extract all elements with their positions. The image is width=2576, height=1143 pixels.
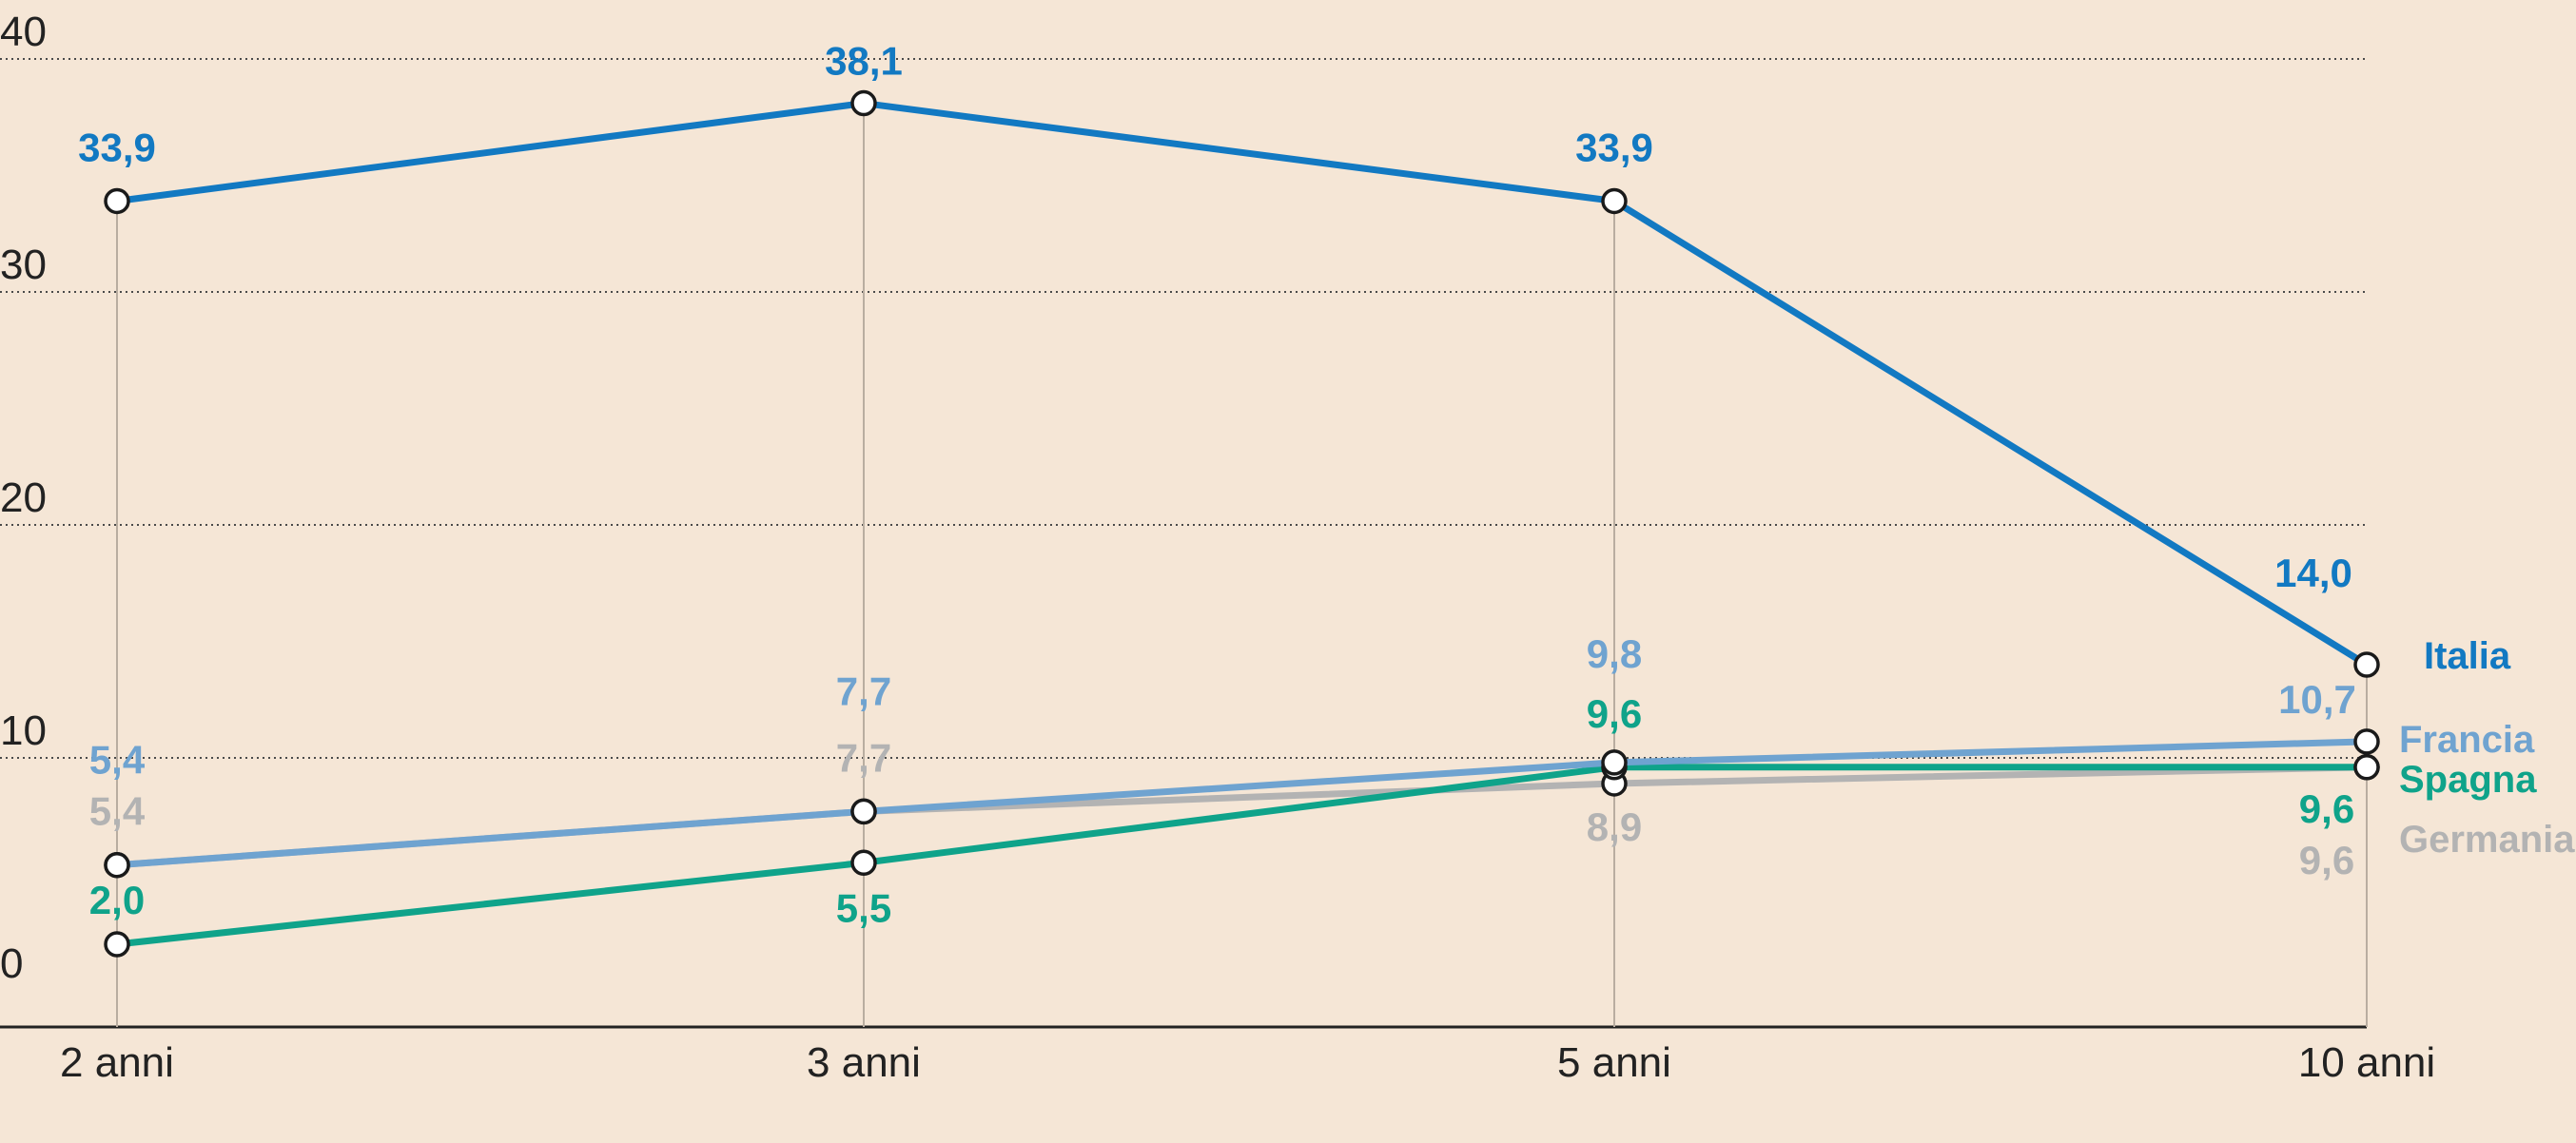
series-name-francia: Francia	[2399, 719, 2535, 761]
data-label-francia-2-anni: 5,4	[89, 738, 146, 783]
y-tick-label-30: 30	[0, 242, 47, 288]
marker-spagna-2-anni	[104, 931, 130, 958]
y-tick-label-40: 40	[0, 9, 47, 55]
marker-spagna-3-anni	[850, 849, 877, 876]
data-label-italia-10-anni: 14,0	[2274, 551, 2352, 595]
data-label-italia-5-anni: 33,9	[1575, 125, 1653, 169]
series-line-francia	[113, 738, 2371, 869]
marker-francia-5-anni	[1601, 749, 1628, 776]
data-label-spagna-10-anni: 9,6	[2299, 786, 2354, 831]
series-line-italia	[113, 100, 2371, 668]
data-label-francia-10-anni: 10,7	[2278, 677, 2356, 722]
series-name-germania: Germania	[2399, 819, 2575, 861]
y-tick-label-10: 10	[0, 707, 47, 754]
y-tick-label-20: 20	[0, 475, 47, 521]
marker-francia-3-anni	[850, 798, 877, 825]
data-label-francia-5-anni: 9,8	[1587, 631, 1642, 676]
data-label-germania-2-anni: 5,4	[89, 789, 146, 834]
x-tick-label-2-anni: 2 anni	[60, 1039, 174, 1086]
series-line-spagna	[113, 764, 2371, 948]
data-label-germania-3-anni: 7,7	[836, 735, 891, 780]
series-name-spagna: Spagna	[2399, 759, 2537, 801]
marker-francia-10-anni	[2353, 728, 2380, 755]
marker-francia-2-anni	[104, 851, 130, 879]
x-tick-label-10-anni: 10 anni	[2298, 1039, 2435, 1086]
marker-italia-2-anni	[104, 187, 130, 215]
marker-italia-3-anni	[850, 89, 877, 117]
y-tick-label-0: 0	[0, 940, 23, 987]
data-label-germania-5-anni: 8,9	[1587, 804, 1642, 849]
data-label-spagna-3-anni: 5,5	[836, 885, 891, 930]
data-label-italia-2-anni: 33,9	[78, 125, 156, 169]
data-label-spagna-2-anni: 2,0	[89, 878, 145, 922]
data-label-germania-10-anni: 9,6	[2299, 838, 2354, 882]
data-label-francia-3-anni: 7,7	[836, 668, 891, 713]
marker-italia-5-anni	[1601, 187, 1628, 215]
series-name-italia: Italia	[2424, 635, 2511, 677]
x-tick-label-3-anni: 3 anni	[807, 1039, 921, 1086]
x-tick-label-5-anni: 5 anni	[1557, 1039, 1671, 1086]
marker-spagna-10-anni	[2353, 754, 2380, 781]
marker-italia-10-anni	[2353, 651, 2380, 678]
data-label-spagna-5-anni: 9,6	[1587, 691, 1642, 736]
data-label-italia-3-anni: 38,1	[825, 39, 903, 84]
